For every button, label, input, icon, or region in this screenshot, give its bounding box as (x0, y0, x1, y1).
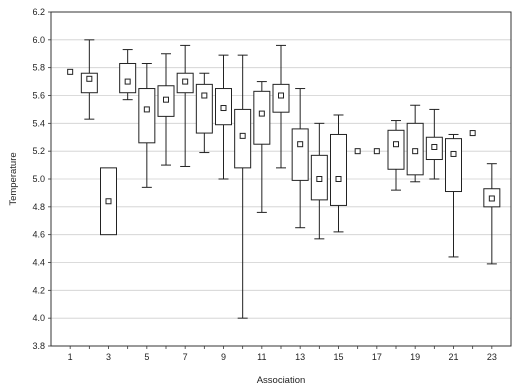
median-marker (373, 148, 380, 155)
y-tick-label: 5.8 (32, 63, 45, 73)
box-layer (67, 39, 501, 319)
x-tick-label: 23 (487, 352, 497, 362)
median-marker (105, 198, 112, 205)
median-marker (182, 78, 189, 85)
box-iqr (387, 129, 405, 170)
box-group-17 (373, 148, 380, 155)
median-marker (143, 106, 150, 113)
box-group-11 (253, 81, 271, 213)
box-iqr (119, 62, 137, 94)
y-tick-label: 4.0 (32, 313, 45, 323)
box-group-13 (291, 88, 309, 229)
median-marker (239, 132, 246, 139)
median-marker (469, 130, 476, 137)
median-marker (86, 75, 93, 82)
box-group-10 (234, 54, 252, 319)
box-iqr (330, 133, 347, 206)
box-group-8 (195, 72, 213, 154)
box-group-3 (100, 167, 117, 236)
y-tick-label: 5.6 (32, 91, 45, 101)
box-iqr (195, 83, 213, 134)
box-group-19 (406, 104, 424, 183)
box-group-7 (176, 44, 194, 167)
box-iqr (291, 128, 309, 181)
box-group-22 (469, 130, 476, 137)
box-iqr (253, 90, 271, 145)
box-group-1 (67, 68, 74, 75)
x-tick-label: 1 (68, 352, 73, 362)
box-iqr (80, 72, 98, 94)
box-iqr (445, 138, 462, 193)
x-tick-label: 15 (333, 352, 343, 362)
box-group-23 (483, 163, 501, 265)
box-group-2 (80, 39, 98, 120)
y-axis-title: Temperature (8, 152, 19, 205)
y-tick-label: 4.2 (32, 285, 45, 295)
median-marker (354, 148, 361, 155)
x-tick-label: 5 (144, 352, 149, 362)
box-group-21 (445, 133, 462, 258)
median-marker (431, 143, 438, 150)
median-marker (258, 110, 265, 117)
x-tick-label: 17 (372, 352, 382, 362)
x-tick-label: 7 (183, 352, 188, 362)
box-group-14 (310, 122, 328, 240)
box-group-12 (272, 44, 290, 169)
x-tick-label: 11 (257, 352, 266, 362)
median-marker (124, 78, 131, 85)
box-group-4 (119, 49, 137, 101)
x-tick-label: 19 (410, 352, 420, 362)
box-group-6 (157, 53, 175, 166)
y-tick-label: 5.4 (32, 118, 45, 128)
x-tick-label: 13 (295, 352, 305, 362)
median-marker (278, 92, 284, 99)
median-marker (201, 92, 208, 99)
y-tick-label: 4.6 (32, 230, 45, 240)
median-marker (163, 96, 169, 103)
y-tick-label: 5.2 (32, 146, 45, 156)
y-tick-label: 3.8 (32, 341, 45, 351)
tick-layer: 3.8 4.0 4.2 4.4 4.6 4.8 5.0 5.2 5.4 5.6 5.8 6.0 6.2 1… (32, 7, 496, 362)
y-tick-label: 6.2 (32, 7, 45, 17)
x-tick-label: 21 (448, 352, 458, 362)
median-marker (220, 105, 227, 112)
median-marker (335, 176, 342, 182)
box-group-18 (387, 120, 405, 191)
y-tick-label: 5.0 (32, 174, 45, 184)
x-tick-label: 3 (106, 352, 111, 362)
y-tick-label: 4.8 (32, 202, 45, 212)
box-group-15 (330, 114, 347, 233)
box-group-5 (138, 62, 156, 188)
median-marker (297, 141, 304, 148)
median-marker (488, 195, 495, 202)
box-group-20 (425, 108, 443, 180)
median-marker (393, 141, 399, 148)
box-iqr (138, 88, 156, 144)
box-group-16 (354, 148, 361, 155)
median-marker (450, 150, 457, 157)
x-axis-title: Association (257, 375, 306, 386)
box-group-9 (215, 54, 232, 180)
median-marker (316, 176, 323, 182)
median-marker (67, 68, 74, 75)
x-tick-label: 9 (221, 352, 226, 362)
median-marker (412, 148, 419, 155)
y-tick-label: 6.0 (32, 35, 45, 45)
y-tick-label: 4.4 (32, 258, 45, 268)
